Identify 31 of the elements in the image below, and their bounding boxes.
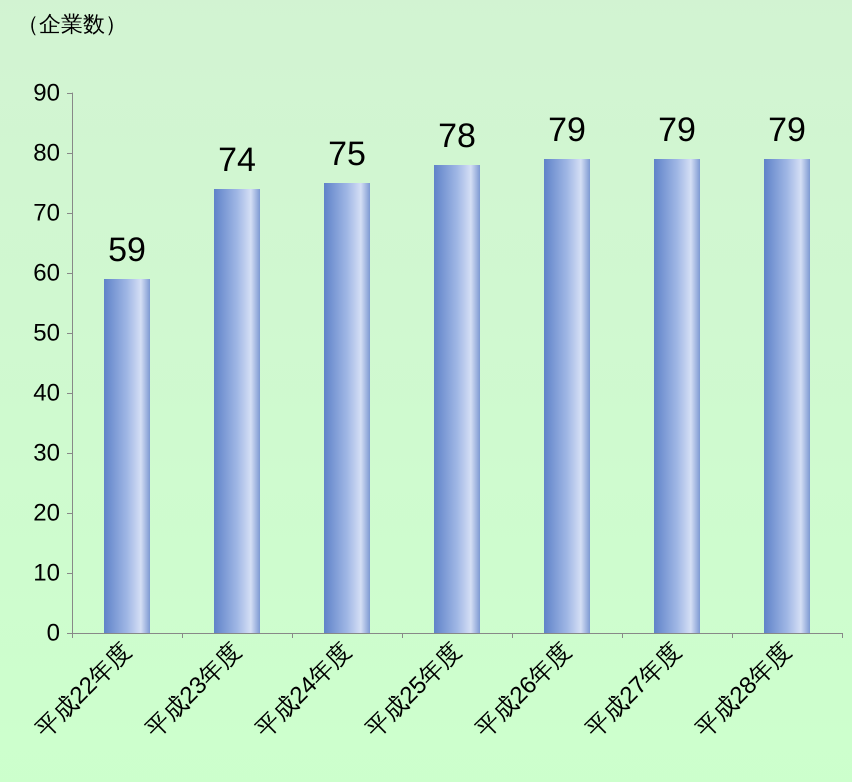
data-label: 75 <box>328 135 366 173</box>
y-tick-label: 20 <box>33 500 60 526</box>
bar <box>214 189 260 633</box>
y-tick-label: 10 <box>33 560 60 586</box>
data-label: 78 <box>438 117 476 155</box>
y-tick-label: 90 <box>33 80 60 106</box>
y-tick-label: 60 <box>33 260 60 286</box>
x-tick-label: 平成23年度 <box>140 637 247 744</box>
bar <box>324 183 370 633</box>
y-tick-label: 30 <box>33 440 60 466</box>
y-tick-label: 80 <box>33 140 60 166</box>
data-label: 79 <box>548 111 586 149</box>
x-tick-label: 平成28年度 <box>690 637 797 744</box>
bar <box>654 159 700 633</box>
bar <box>544 159 590 633</box>
y-tick-label: 0 <box>46 620 60 646</box>
data-label: 79 <box>658 111 696 149</box>
bar <box>764 159 810 633</box>
y-tick-label: 70 <box>33 200 60 226</box>
y-tick-label: 50 <box>33 320 60 346</box>
x-tick-label: 平成26年度 <box>470 637 577 744</box>
data-label: 74 <box>218 141 256 179</box>
data-label: 59 <box>108 231 146 269</box>
x-tick-label: 平成25年度 <box>360 637 467 744</box>
x-tick-label: 平成27年度 <box>580 637 687 744</box>
bar <box>434 165 480 633</box>
bar <box>104 279 150 633</box>
data-label: 79 <box>768 111 806 149</box>
y-axis-title: （企業数） <box>17 12 127 36</box>
x-tick-label: 平成24年度 <box>250 637 357 744</box>
y-tick-label: 40 <box>33 380 60 406</box>
